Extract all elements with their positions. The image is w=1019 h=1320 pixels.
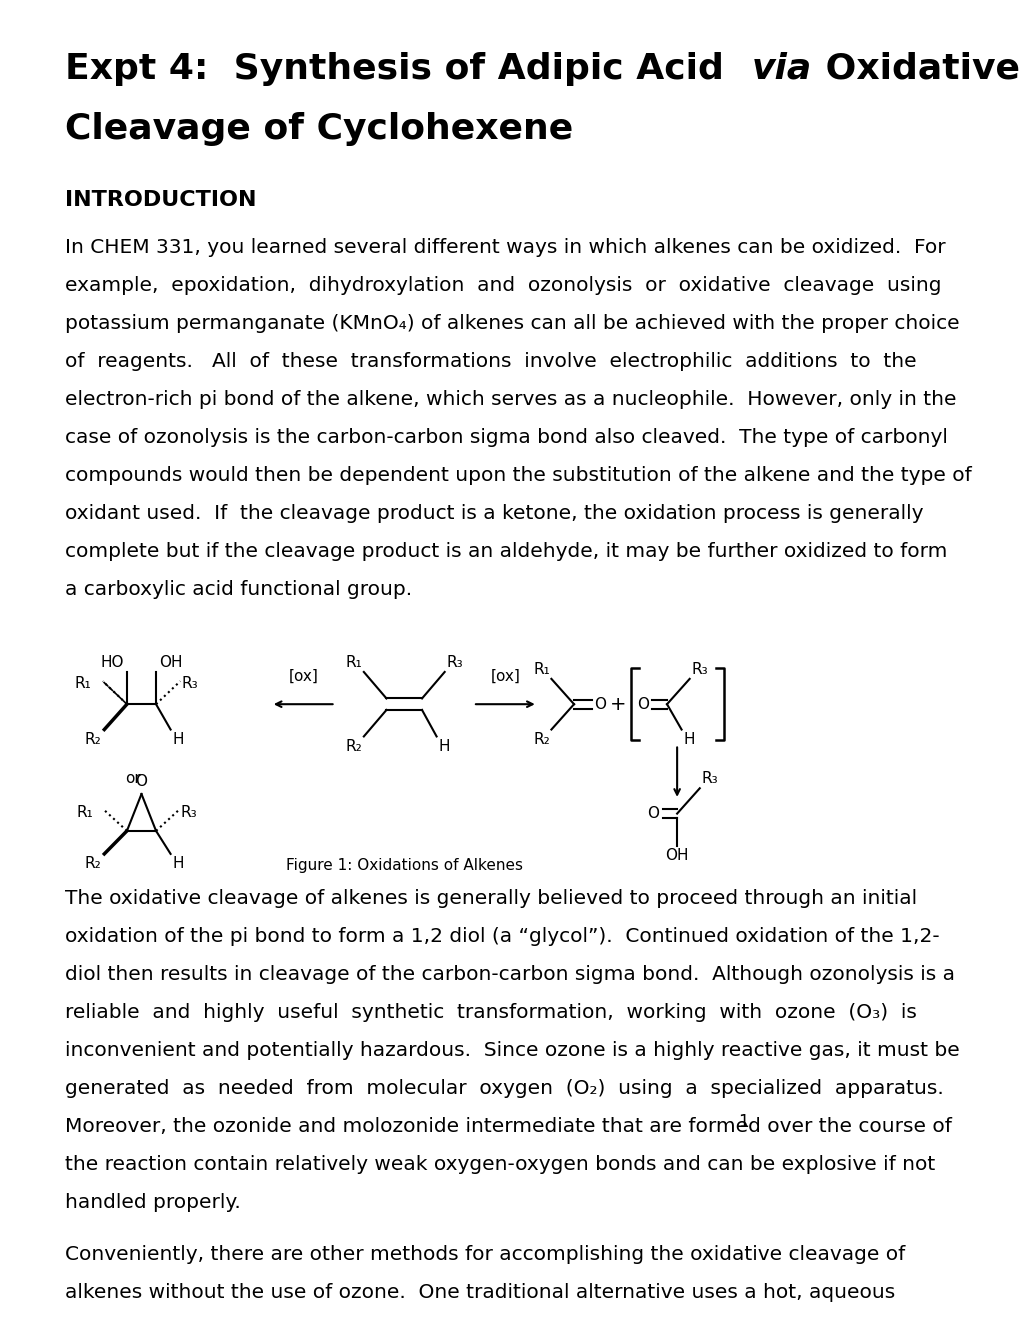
Text: O: O <box>647 807 658 821</box>
Text: +: + <box>609 694 626 714</box>
Text: R₃: R₃ <box>691 661 707 677</box>
Text: [ox]: [ox] <box>490 668 520 684</box>
Text: INTRODUCTION: INTRODUCTION <box>64 190 256 210</box>
Text: electron-rich pi bond of the alkene, which serves as a nucleophile.  However, on: electron-rich pi bond of the alkene, whi… <box>64 391 955 409</box>
Text: a carboxylic acid functional group.: a carboxylic acid functional group. <box>64 581 412 599</box>
Text: H: H <box>172 731 183 747</box>
Text: case of ozonolysis is the carbon-carbon sigma bond also cleaved.  The type of ca: case of ozonolysis is the carbon-carbon … <box>64 429 947 447</box>
Text: R₁: R₁ <box>533 661 549 677</box>
Text: R₁: R₁ <box>345 655 362 669</box>
Text: R₃: R₃ <box>701 771 717 785</box>
Text: inconvenient and potentially hazardous.  Since ozone is a highly reactive gas, i: inconvenient and potentially hazardous. … <box>64 1041 959 1060</box>
Text: OH: OH <box>159 655 182 669</box>
Text: H: H <box>683 731 694 747</box>
Text: via: via <box>751 51 811 86</box>
Text: R₂: R₂ <box>345 739 362 754</box>
Text: oxidant used.  If  the cleavage product is a ketone, the oxidation process is ge: oxidant used. If the cleavage product is… <box>64 504 922 524</box>
Text: Oxidative: Oxidative <box>812 51 1019 86</box>
Text: O: O <box>637 697 649 711</box>
Text: the reaction contain relatively weak oxygen-oxygen bonds and can be explosive if: the reaction contain relatively weak oxy… <box>64 1155 934 1173</box>
Text: oxidation of the pi bond to form a 1,2 diol (a “glycol”).  Continued oxidation o: oxidation of the pi bond to form a 1,2 d… <box>64 927 938 946</box>
Text: R₃: R₃ <box>446 655 463 669</box>
Text: R₂: R₂ <box>85 857 101 871</box>
Text: O: O <box>136 775 148 789</box>
Text: complete but if the cleavage product is an aldehyde, it may be further oxidized : complete but if the cleavage product is … <box>64 543 946 561</box>
Text: Moreover, the ozonide and molozonide intermediate that are formed over the cours: Moreover, the ozonide and molozonide int… <box>64 1117 951 1137</box>
Text: O: O <box>594 697 605 711</box>
Text: Conveniently, there are other methods for accomplishing the oxidative cleavage o: Conveniently, there are other methods fo… <box>64 1245 904 1263</box>
Text: The oxidative cleavage of alkenes is generally believed to proceed through an in: The oxidative cleavage of alkenes is gen… <box>64 890 916 908</box>
Text: OH: OH <box>664 849 688 863</box>
Text: potassium permanganate (KMnO₄) of alkenes can all be achieved with the proper ch: potassium permanganate (KMnO₄) of alkene… <box>64 314 958 334</box>
Text: HO: HO <box>100 655 123 669</box>
Text: reliable  and  highly  useful  synthetic  transformation,  working  with  ozone : reliable and highly useful synthetic tra… <box>64 1003 916 1022</box>
Text: or: or <box>125 771 142 785</box>
Text: R₁: R₁ <box>74 676 92 690</box>
Text: alkenes without the use of ozone.  One traditional alternative uses a hot, aqueo: alkenes without the use of ozone. One tr… <box>64 1283 894 1302</box>
Text: R₁: R₁ <box>76 805 93 820</box>
Text: generated  as  needed  from  molecular  oxygen  (O₂)  using  a  specialized  app: generated as needed from molecular oxyge… <box>64 1078 943 1098</box>
Text: [ox]: [ox] <box>288 668 318 684</box>
Text: Cleavage of Cyclohexene: Cleavage of Cyclohexene <box>64 112 573 145</box>
Text: In CHEM 331, you learned several different ways in which alkenes can be oxidized: In CHEM 331, you learned several differe… <box>64 239 945 257</box>
Text: compounds would then be dependent upon the substitution of the alkene and the ty: compounds would then be dependent upon t… <box>64 466 970 486</box>
Text: 1: 1 <box>738 1113 748 1131</box>
Text: Figure 1: Oxidations of Alkenes: Figure 1: Oxidations of Alkenes <box>285 858 523 873</box>
Text: of  reagents.   All  of  these  transformations  involve  electrophilic  additio: of reagents. All of these transformation… <box>64 352 915 371</box>
Text: diol then results in cleavage of the carbon-carbon sigma bond.  Although ozonoly: diol then results in cleavage of the car… <box>64 965 954 983</box>
Text: Expt 4:  Synthesis of Adipic Acid: Expt 4: Synthesis of Adipic Acid <box>64 51 736 86</box>
Text: R₃: R₃ <box>180 805 197 820</box>
Text: H: H <box>172 857 183 871</box>
Text: R₃: R₃ <box>181 676 199 690</box>
Text: handled properly.: handled properly. <box>64 1193 240 1212</box>
Text: R₂: R₂ <box>85 731 101 747</box>
Text: H: H <box>438 739 449 754</box>
Text: R₂: R₂ <box>533 731 549 747</box>
Text: example,  epoxidation,  dihydroxylation  and  ozonolysis  or  oxidative  cleavag: example, epoxidation, dihydroxylation an… <box>64 276 941 296</box>
